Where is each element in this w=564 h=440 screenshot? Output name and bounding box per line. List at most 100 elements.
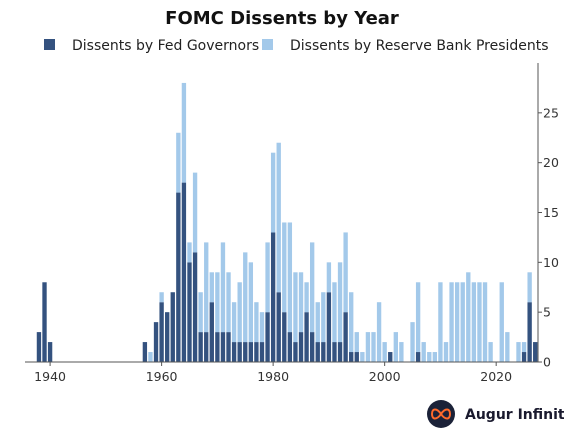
bar-presidents-2021: [499, 282, 504, 362]
bar-governors-1975: [243, 342, 248, 362]
bar-presidents-1968: [204, 242, 209, 333]
bar-governors-1994: [349, 352, 354, 362]
bar-governors-1964: [181, 182, 187, 362]
bar-presidents-1969: [209, 272, 214, 303]
bar-presidents-2011: [443, 342, 449, 362]
bar-presidents-1980: [270, 152, 276, 233]
bar-presidents-2024: [516, 342, 521, 362]
bar-presidents-2010: [438, 282, 443, 362]
y-tick-label-20: 20: [543, 155, 559, 170]
bar-governors-1986: [304, 312, 309, 362]
bar-governors-1972: [226, 332, 231, 362]
bar-presidents-1972: [226, 272, 231, 333]
bar-presidents-1994: [349, 292, 354, 353]
bar-presidents-2003: [399, 342, 404, 362]
bar-presidents-1987: [309, 242, 315, 333]
bar-governors-1970: [215, 332, 220, 362]
x-tick-label-2000: 2000: [369, 369, 401, 384]
legend-label-governors: Dissents by Fed Governors: [72, 38, 259, 54]
bar-governors-1939: [42, 282, 47, 362]
bar-presidents-1976: [248, 262, 254, 343]
bar-governors-1984: [293, 342, 298, 362]
bar-governors-1938: [36, 332, 42, 362]
legend-swatch-governors: [44, 39, 55, 50]
bar-governors-1985: [298, 332, 304, 362]
x-tick-label-1980: 1980: [257, 369, 289, 384]
bar-presidents-1964: [181, 82, 187, 183]
bar-governors-1980: [270, 232, 276, 362]
bar-presidents-2009: [432, 352, 438, 362]
bar-presidents-1978: [259, 312, 265, 343]
bar-presidents-2013: [454, 282, 460, 362]
brand-logo: Augur Infinity: [427, 400, 564, 428]
bar-presidents-1988: [315, 302, 320, 343]
bar-governors-1959: [153, 322, 159, 362]
bar-presidents-1974: [237, 282, 242, 343]
bar-presidents-1975: [243, 252, 248, 343]
bar-governors-1963: [176, 192, 181, 362]
bar-governors-1968: [204, 332, 209, 362]
x-tick-label-1960: 1960: [146, 369, 178, 384]
bar-governors-1976: [248, 342, 254, 362]
bar-presidents-1983: [287, 222, 293, 333]
bar-presidents-2015: [466, 272, 471, 362]
bar-presidents-2008: [427, 352, 432, 362]
bar-presidents-2002: [393, 332, 398, 362]
bar-presidents-2018: [482, 282, 488, 362]
bar-presidents-1965: [187, 242, 192, 263]
legend-swatch-presidents: [262, 39, 273, 50]
bar-governors-1967: [198, 332, 203, 362]
bar-presidents-1971: [220, 242, 226, 333]
bar-presidents-1970: [215, 272, 220, 333]
y-tick-label-5: 5: [543, 305, 551, 320]
bar-presidents-1967: [198, 292, 203, 333]
bar-presidents-1981: [276, 142, 281, 293]
bar-presidents-1993: [343, 232, 348, 313]
bar-governors-1982: [282, 312, 287, 362]
bar-governors-1960: [159, 302, 164, 362]
bar-presidents-2026: [527, 272, 532, 303]
bar-governors-1957: [142, 342, 148, 362]
bar-presidents-1984: [293, 272, 298, 343]
plot-area: 1940 1960 1980 2000 2020 0 5 10 15 20 25: [25, 63, 559, 384]
bar-governors-1969: [209, 302, 214, 362]
bar-presidents-1998: [371, 332, 376, 362]
bar-governors-1961: [165, 312, 170, 362]
bar-presidents-1979: [265, 242, 270, 313]
y-tick-label-0: 0: [543, 355, 551, 370]
bar-governors-1992: [337, 342, 343, 362]
bar-governors-1991: [332, 342, 337, 362]
bar-presidents-1996: [360, 352, 365, 362]
bar-presidents-2017: [477, 282, 482, 362]
y-tick-label-10: 10: [543, 255, 559, 270]
bar-presidents-1986: [304, 282, 309, 313]
bar-presidents-1999: [376, 302, 382, 362]
bar-governors-1988: [315, 342, 320, 362]
bar-presidents-2012: [449, 282, 454, 362]
bar-presidents-1958: [148, 352, 153, 362]
bar-presidents-1966: [192, 172, 198, 253]
bar-governors-2001: [388, 352, 393, 362]
bar-governors-2025: [521, 352, 527, 362]
bar-presidents-1982: [282, 222, 287, 313]
bar-presidents-2006: [415, 282, 421, 353]
bar-presidents-1990: [326, 262, 332, 293]
bar-governors-1979: [265, 312, 270, 362]
bar-governors-1966: [192, 252, 198, 362]
brand-name: Augur Infinity: [465, 407, 564, 423]
bar-presidents-2005: [410, 322, 415, 362]
bar-governors-1965: [187, 262, 192, 362]
bar-presidents-1989: [321, 292, 326, 343]
bar-presidents-1963: [176, 132, 181, 193]
y-tick-label-25: 25: [543, 105, 559, 120]
bar-governors-1974: [237, 342, 242, 362]
bar-governors-1973: [231, 342, 237, 362]
bar-governors-1977: [254, 342, 259, 362]
bar-presidents-1985: [298, 272, 304, 333]
bar-presidents-1977: [254, 302, 259, 343]
bar-governors-1989: [321, 342, 326, 362]
bar-governors-2027: [533, 342, 538, 362]
bar-governors-1995: [354, 352, 359, 362]
bar-presidents-1995: [354, 332, 359, 353]
